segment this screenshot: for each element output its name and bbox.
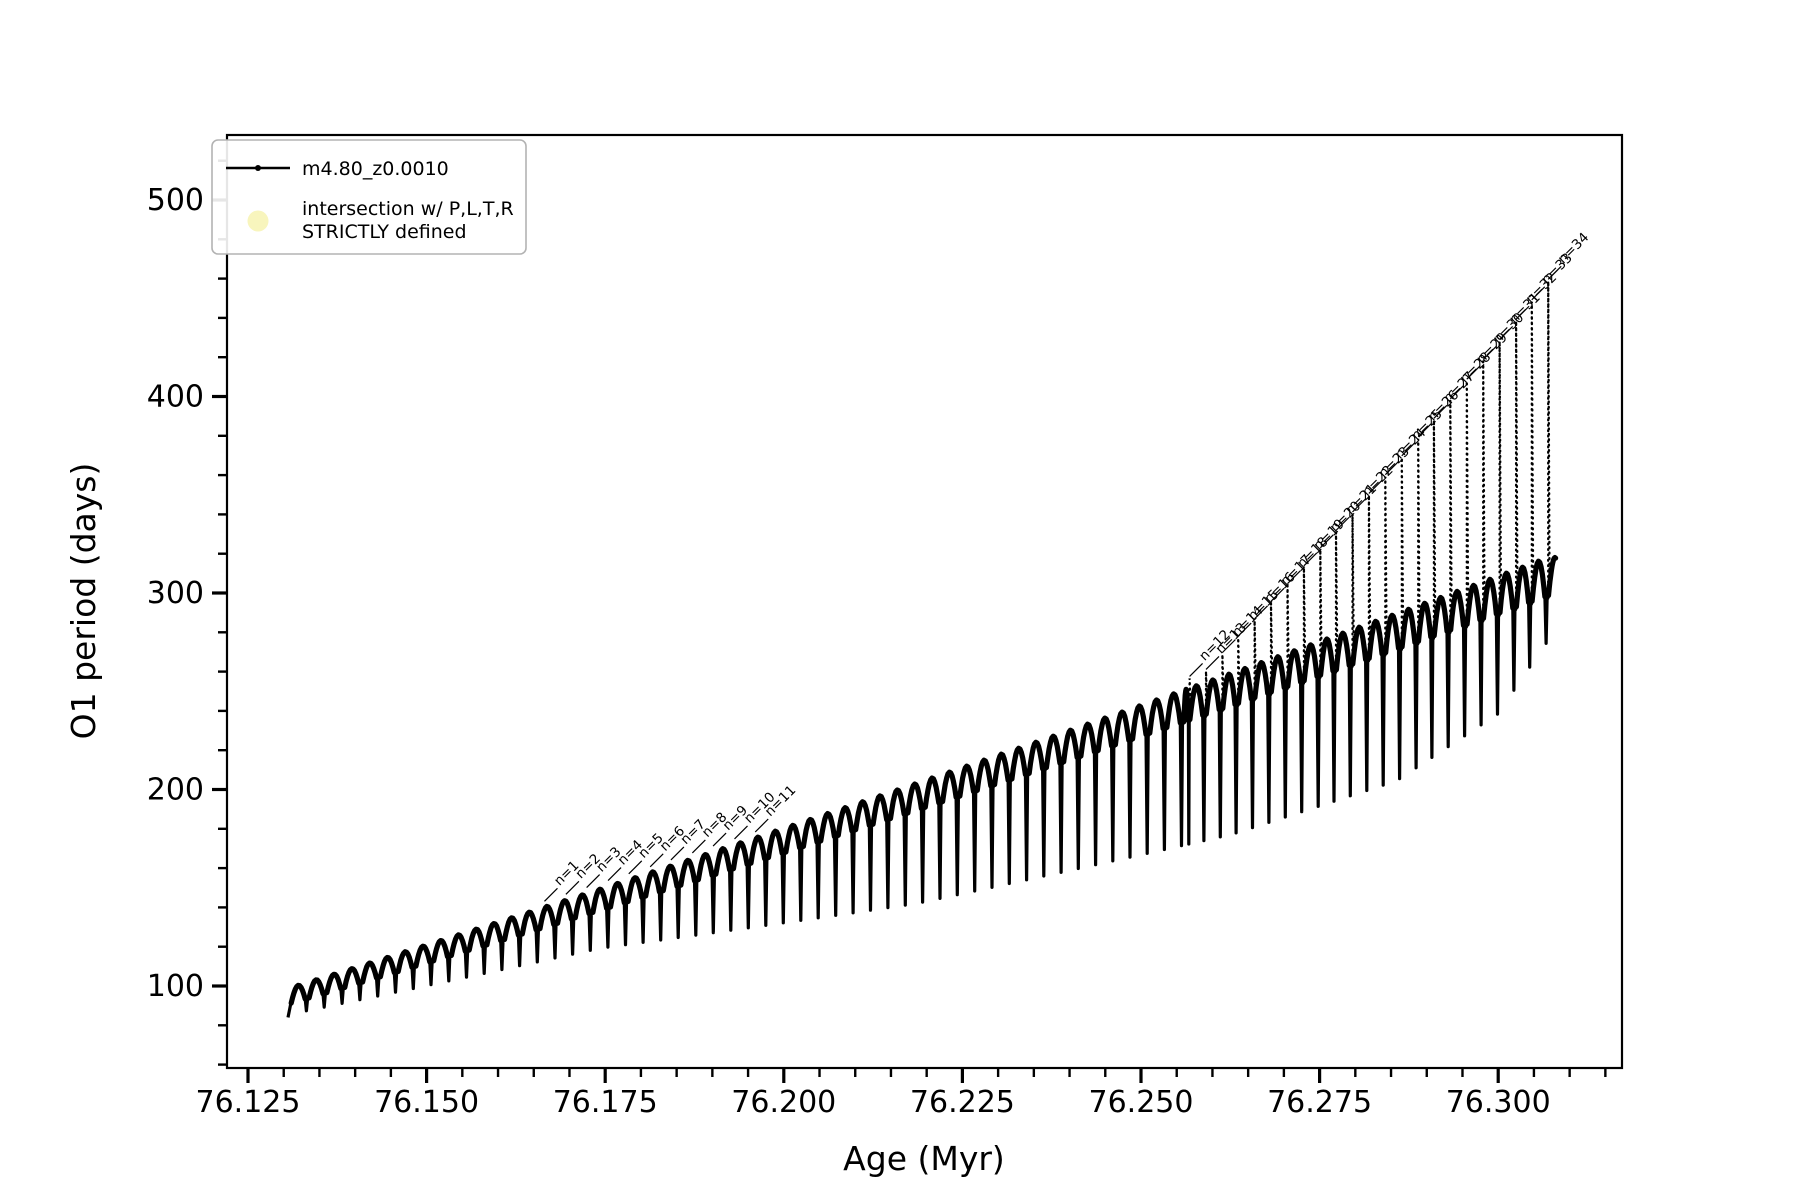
- x-axis-tick-label: 76.125: [196, 1085, 301, 1120]
- annotation-leader-line: [1205, 656, 1220, 670]
- annotation-leader-line: [734, 825, 748, 840]
- annotation-leader-line: [712, 832, 727, 847]
- y-axis-tick-label: 100: [147, 969, 204, 1004]
- legend-label-intersection-line1: intersection w/ P,L,T,R: [302, 198, 514, 220]
- annotation-leader-line: [670, 846, 685, 861]
- annotation-leader-line: [565, 880, 580, 895]
- annotation-leader-line: [1515, 305, 1530, 320]
- x-axis-tick-label: 76.200: [731, 1085, 836, 1120]
- annotation-leader-line: [1384, 461, 1399, 476]
- annotation-leader-line: [1352, 498, 1366, 513]
- annotation-leader-line: [586, 874, 601, 889]
- annotation-leader-line: [1417, 423, 1432, 438]
- legend-box: [211, 139, 527, 255]
- annotation-leader-line: [544, 887, 558, 902]
- x-axis-label: Age (Myr): [843, 1139, 1005, 1178]
- y-axis-tick-label: 500: [147, 183, 204, 218]
- annotation-leader-line: [1222, 639, 1236, 653]
- annotation-leader-line: [1482, 345, 1497, 360]
- legend-intersection-dot-icon: [247, 210, 269, 232]
- y-axis-tick-label: 200: [147, 773, 204, 808]
- series-curve: [286, 281, 1559, 1018]
- annotation-leader-line: [1433, 404, 1448, 419]
- annotation-leader-line: [1287, 570, 1301, 585]
- series-downspikes: [286, 595, 1550, 1018]
- annotation-leader-line: [1335, 516, 1350, 531]
- annotation-leader-line: [1531, 286, 1546, 301]
- x-axis-tick-label: 76.275: [1267, 1085, 1372, 1120]
- annotation-leader-line: [754, 818, 769, 833]
- annotation-leader-line: [1270, 587, 1285, 602]
- x-axis-tick-label: 76.250: [1089, 1085, 1194, 1120]
- y-axis-label: O1 period (days): [64, 463, 103, 740]
- x-axis-tick-label: 76.300: [1446, 1085, 1551, 1120]
- annotation-leader-line: [1368, 480, 1383, 494]
- annotation-leader-line: [1237, 622, 1252, 637]
- annotation-leader-line: [628, 860, 643, 875]
- y-axis-tick-label: 400: [147, 380, 204, 415]
- annotation-leader-line: [1189, 662, 1204, 677]
- x-axis-ticks: 76.125 76.150 76.175 76.200 76.225 76.250 76.2…: [196, 1068, 1607, 1120]
- annotation-leader-line: [1466, 365, 1481, 380]
- annotation-leader-line: [1303, 552, 1318, 567]
- annotation-leader-line: [1401, 442, 1416, 457]
- y-axis-ticks: 100 200 300 400 500: [147, 159, 227, 1066]
- y-axis-tick-label: 300: [147, 576, 204, 611]
- legend-label-intersection-line2: STRICTLY defined: [302, 221, 467, 243]
- x-axis-tick-label: 76.225: [910, 1085, 1015, 1120]
- x-axis-tick-label: 76.175: [553, 1085, 658, 1120]
- axes-frame: [225, 133, 1624, 1070]
- annotation-leader-line: [649, 853, 664, 868]
- annotation-leader-line: [607, 867, 622, 882]
- annotation-leader-line: [1449, 385, 1464, 400]
- legend-label-series: m4.80_z0.0010: [302, 158, 449, 180]
- legend: m4.80_z0.0010 intersection w/ P,L,T,R ST…: [211, 139, 527, 255]
- series-band: [288, 555, 1559, 1006]
- legend-line-dot-marker-icon: [255, 165, 261, 171]
- annotation-leader-line: [1319, 534, 1334, 549]
- annotation-leader-line: [1547, 265, 1562, 280]
- annotation-leader-line: [691, 839, 706, 854]
- annotation-leader-line: [1254, 605, 1269, 620]
- series-upspikes: [1188, 281, 1551, 724]
- annotation-leader-line: [1499, 325, 1514, 340]
- x-axis-tick-label: 76.150: [374, 1085, 479, 1120]
